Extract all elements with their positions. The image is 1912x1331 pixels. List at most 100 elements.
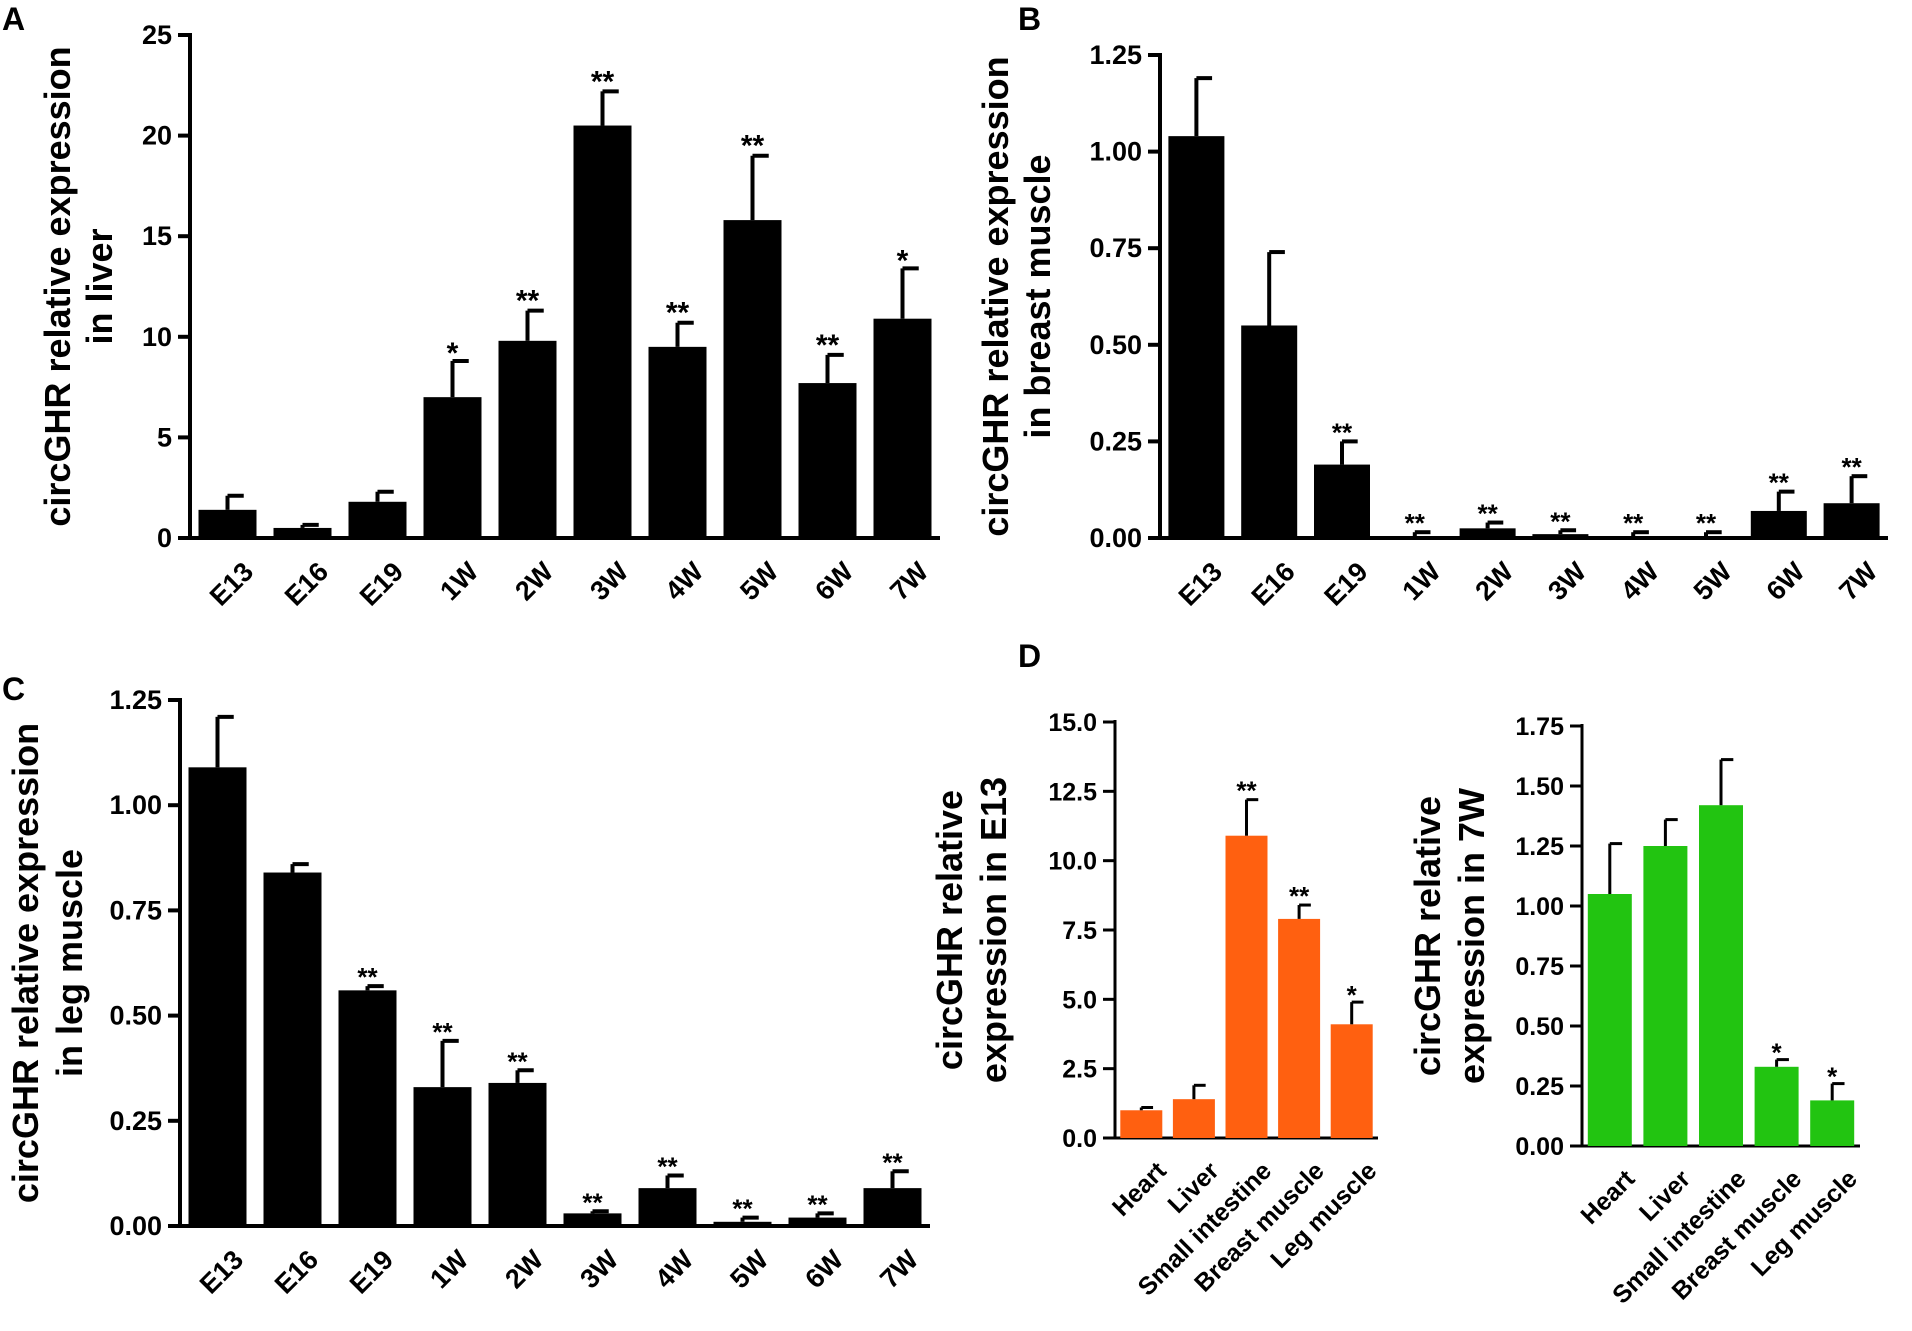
bar (413, 1087, 472, 1226)
x-tick-label: E19 (1318, 556, 1373, 611)
x-tick-label: 5W (724, 1244, 774, 1294)
bar (1750, 510, 1807, 538)
significance-mark: ** (582, 1187, 603, 1217)
x-tick-label: 2W (509, 556, 559, 606)
bar (1225, 835, 1268, 1138)
significance-mark: * (1772, 1038, 1783, 1068)
bar (1386, 536, 1443, 538)
y-tick-label: 20 (142, 121, 172, 151)
y-tick-label: 0.00 (109, 1211, 162, 1241)
y-tick-label: 1.00 (1515, 893, 1564, 921)
y-tick-label: 0.75 (1515, 953, 1564, 981)
y-tick-label: 1.50 (1515, 773, 1564, 801)
panel-letter-a: A (2, 1, 25, 37)
bar (1330, 1024, 1373, 1138)
significance-mark: ** (357, 962, 378, 992)
y-tick-label: 0.50 (1515, 1013, 1564, 1041)
x-tick-label: 6W (1761, 556, 1811, 606)
y-axis-title: circGHR relative expression (975, 56, 1016, 536)
y-tick-label: 0.25 (1089, 426, 1142, 456)
significance-mark: ** (1289, 881, 1310, 911)
x-tick-label: 7W (884, 556, 934, 606)
y-axis-title: expression in 7W (1451, 788, 1492, 1084)
y-tick-label: 10.0 (1048, 848, 1097, 876)
significance-mark: ** (1477, 499, 1498, 529)
significance-mark: ** (1550, 506, 1571, 536)
bar (1459, 528, 1516, 538)
bar (1643, 846, 1688, 1146)
bar (488, 1082, 547, 1226)
x-tick-label: 4W (649, 1244, 699, 1294)
y-tick-label: 15 (142, 221, 172, 251)
y-axis-title: in liver (79, 228, 120, 344)
y-axis-title: circGHR relative expression (5, 723, 46, 1203)
bar (648, 346, 707, 538)
bar (723, 220, 782, 538)
y-tick-label: 10 (142, 322, 172, 352)
bar (1678, 536, 1734, 538)
bar (1823, 503, 1880, 538)
x-tick-label: Heart (1107, 1156, 1172, 1221)
bar (348, 501, 407, 538)
y-tick-label: 15.0 (1048, 709, 1097, 737)
y-tick-label: 0.75 (1089, 233, 1142, 263)
bar (798, 383, 857, 538)
bar (188, 767, 247, 1226)
bar (1241, 325, 1298, 538)
chart-d-e13-tissues: 0.0 2.5 5.0 7.5 10.0 12.5 15.0 circGHR relative… (929, 709, 1382, 1301)
significance-mark: ** (1405, 508, 1426, 538)
significance-mark: ** (807, 1189, 828, 1219)
y-tick-label: 0 (157, 523, 172, 553)
significance-mark: ** (516, 285, 540, 318)
x-tick-label: E16 (1246, 556, 1301, 611)
bar (1605, 536, 1662, 538)
y-axis-title: circGHR relative (1407, 796, 1448, 1076)
significance-mark: ** (1841, 452, 1862, 482)
bar (423, 397, 482, 538)
x-tick-label: E16 (279, 556, 334, 611)
y-tick-label: 0.50 (109, 1001, 162, 1031)
y-tick-label: 0.0 (1062, 1125, 1097, 1153)
significance-mark: * (1827, 1062, 1838, 1092)
significance-mark: * (1347, 980, 1358, 1010)
x-tick-label: 2W (1469, 556, 1519, 606)
x-tick-label: 1W (1397, 556, 1447, 606)
significance-mark: ** (591, 65, 615, 98)
panel-letter-d: D (1018, 638, 1041, 674)
y-axis-title: in breast muscle (1017, 154, 1058, 438)
y-tick-label: 12.5 (1048, 778, 1097, 806)
x-tick-label: 5W (1688, 556, 1738, 606)
bar (498, 340, 557, 538)
chart-b-breast-muscle: 0.00 0.25 0.50 0.75 1.00 1.25 circGHR relative… (975, 40, 1888, 612)
bar (273, 527, 332, 538)
bar (1532, 534, 1589, 538)
panel-letter-c: C (2, 671, 25, 707)
x-tick-label: 6W (799, 1244, 849, 1294)
y-tick-label: 0.00 (1089, 523, 1142, 553)
y-tick-label: 1.00 (1089, 137, 1142, 167)
y-tick-label: 1.25 (1515, 833, 1564, 861)
bar (1168, 136, 1225, 539)
significance-mark: ** (1332, 417, 1353, 447)
y-tick-label: 1.75 (1515, 713, 1564, 741)
x-tick-label: E19 (354, 556, 409, 611)
x-tick-label: Heart (1575, 1164, 1640, 1229)
chart-a-liver: 0 5 10 15 20 25 circGHR relative expression in … (37, 20, 940, 612)
x-tick-label: E13 (194, 1244, 249, 1299)
x-tick-label: E13 (1173, 556, 1228, 611)
significance-mark: * (897, 244, 909, 277)
bar (1172, 1099, 1215, 1138)
y-tick-label: 2.5 (1062, 1056, 1097, 1084)
x-tick-label: 6W (809, 556, 859, 606)
y-tick-label: 0.00 (1515, 1133, 1564, 1161)
bar (873, 318, 932, 538)
significance-mark: ** (816, 329, 840, 362)
significance-mark: ** (432, 1017, 453, 1047)
y-tick-label: 0.75 (109, 895, 162, 925)
significance-mark: ** (1696, 508, 1717, 538)
y-tick-label: 1.25 (109, 685, 162, 715)
y-tick-label: 25 (142, 20, 172, 50)
y-tick-label: 0.50 (1089, 330, 1142, 360)
x-tick-label: 4W (1615, 556, 1665, 606)
